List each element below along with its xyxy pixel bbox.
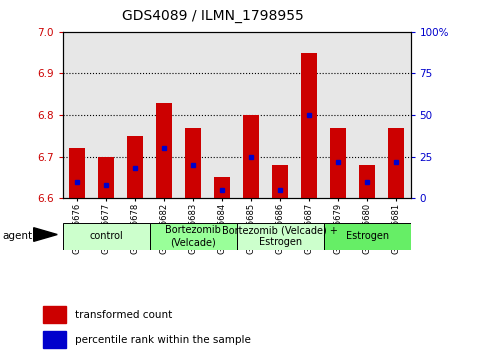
Bar — [185, 127, 201, 198]
Polygon shape — [34, 228, 57, 241]
Bar — [70, 148, 85, 198]
Text: Estrogen: Estrogen — [345, 231, 389, 241]
Bar — [272, 165, 288, 198]
Bar — [359, 165, 375, 198]
Text: control: control — [89, 231, 123, 241]
Bar — [208, 32, 237, 198]
Bar — [99, 156, 114, 198]
Text: GDS4089 / ILMN_1798955: GDS4089 / ILMN_1798955 — [122, 9, 303, 23]
Bar — [92, 32, 121, 198]
Text: agent: agent — [2, 232, 32, 241]
Bar — [353, 32, 382, 198]
Bar — [324, 223, 411, 250]
Text: percentile rank within the sample: percentile rank within the sample — [75, 335, 251, 344]
Bar — [128, 136, 143, 198]
Bar — [237, 32, 266, 198]
Bar — [179, 32, 208, 198]
Bar — [388, 127, 404, 198]
Bar — [150, 223, 237, 250]
Bar — [63, 32, 92, 198]
Bar — [266, 32, 295, 198]
Bar — [301, 53, 317, 198]
Text: transformed count: transformed count — [75, 310, 172, 320]
Bar — [295, 32, 324, 198]
Text: Bortezomib
(Velcade): Bortezomib (Velcade) — [165, 225, 221, 247]
Bar — [243, 115, 259, 198]
Bar — [237, 223, 324, 250]
Text: Bortezomib (Velcade) +
Estrogen: Bortezomib (Velcade) + Estrogen — [222, 225, 338, 247]
Bar — [43, 331, 66, 348]
Bar — [63, 223, 150, 250]
Bar — [150, 32, 179, 198]
Bar — [324, 32, 353, 198]
Bar — [121, 32, 150, 198]
Bar — [382, 32, 411, 198]
Bar — [330, 127, 346, 198]
Bar — [156, 103, 172, 198]
Bar — [214, 177, 230, 198]
Bar — [43, 306, 66, 323]
